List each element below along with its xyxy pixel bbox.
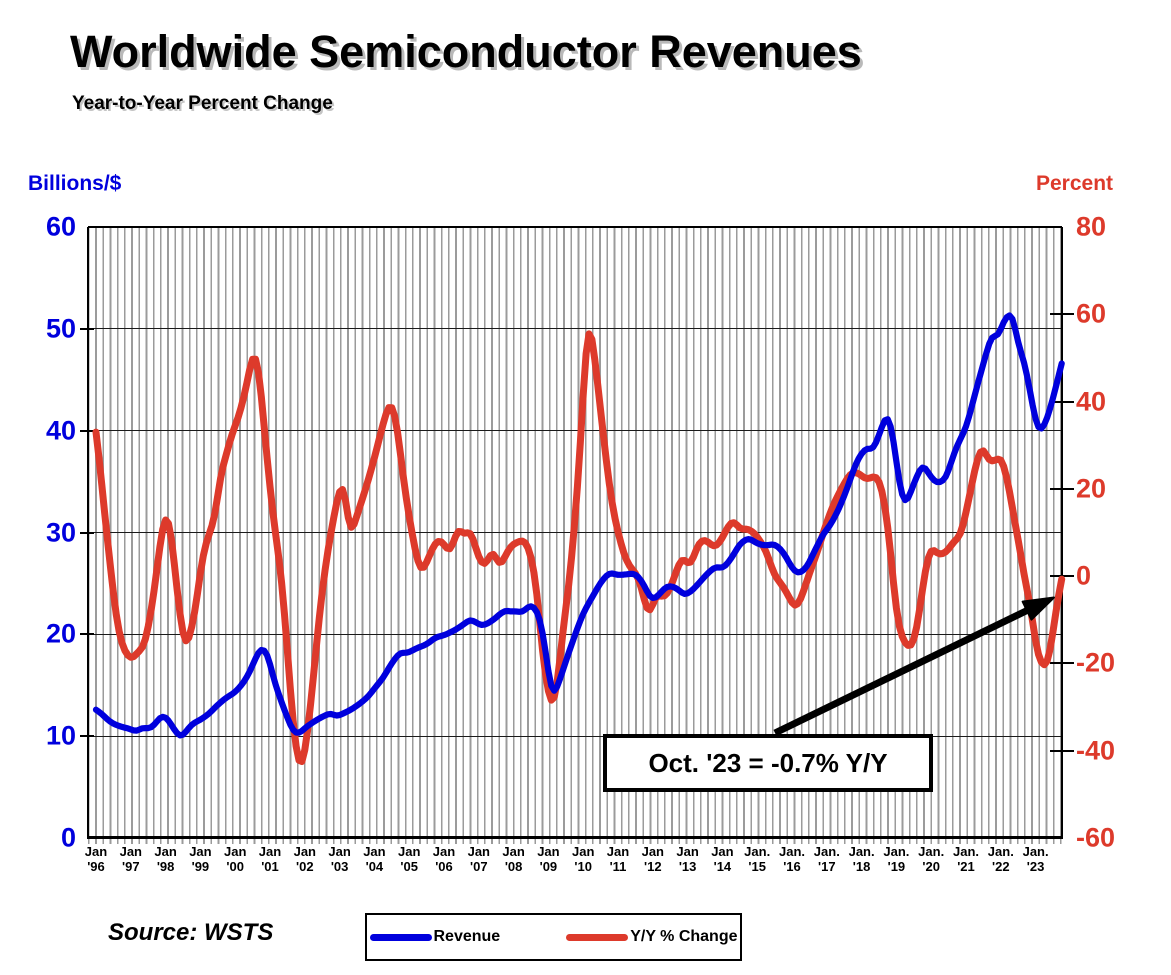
- left-axis-tick: [80, 429, 94, 432]
- right-tick-label: -40: [1076, 735, 1116, 766]
- right-axis-caption: Percent: [1036, 172, 1114, 195]
- right-tick-label: -60: [1076, 822, 1116, 853]
- left-tick-label: 20: [45, 618, 76, 649]
- page-title: Worldwide Semiconductor Revenues: [70, 26, 862, 77]
- gridline-h: [88, 735, 1062, 737]
- yoy-legend-swatch: [566, 933, 629, 941]
- left-axis-tick: [80, 633, 94, 636]
- left-tick-label: 10: [45, 720, 76, 751]
- x-tick-label: Jan '03: [328, 844, 351, 874]
- right-axis-line: [1061, 227, 1063, 839]
- right-tick-label: 0: [1076, 560, 1092, 591]
- source-text: Source: WSTS: [108, 919, 274, 946]
- yoy-percent-line: [92, 330, 1066, 765]
- x-tick-label: Jan '09: [537, 844, 560, 874]
- x-tick-label: Jan '99: [189, 844, 212, 874]
- x-tick-label: Jan. '23: [1022, 844, 1049, 874]
- x-tick-label: Jan '04: [363, 844, 386, 874]
- right-tick-label: -20: [1076, 647, 1116, 678]
- x-tick-label: Jan '14: [711, 844, 734, 874]
- x-axis-line: [88, 836, 1062, 839]
- right-tick-label: 20: [1076, 473, 1107, 504]
- left-tick-label: 0: [60, 822, 76, 853]
- x-tick-label: Jan. '16: [778, 844, 806, 874]
- right-axis-tick: [1050, 313, 1074, 316]
- right-axis-tick: [1050, 662, 1074, 665]
- left-axis-caption: Billions/$: [28, 172, 122, 195]
- legend-box: Revenue Y/Y % Change: [365, 913, 742, 961]
- x-tick-label: Jan '08: [502, 844, 525, 874]
- left-axis-tick: [80, 327, 94, 330]
- x-tick-label: Jan '12: [641, 844, 664, 874]
- x-tick-label: Jan. '18: [848, 844, 875, 874]
- plot-area: [80, 226, 1074, 844]
- x-tick-label: Jan '06: [432, 844, 456, 874]
- x-tick-label: Jan '10: [571, 844, 595, 874]
- x-tick-label: Jan '00: [223, 844, 247, 874]
- x-tick-label: Jan '96: [84, 844, 108, 874]
- x-tick-label: Jan '11: [606, 844, 630, 874]
- revenue-legend-swatch: [369, 933, 432, 941]
- left-tick-label: 60: [45, 211, 76, 242]
- yoy-legend-label: Y/Y % Change: [630, 928, 738, 945]
- x-tick-label: Jan '01: [258, 844, 282, 874]
- gridline-h: [88, 328, 1062, 330]
- right-tick-label: 80: [1076, 211, 1107, 242]
- callout-text: Oct. '23 = -0.7% Y/Y: [648, 747, 888, 778]
- page-subtitle: Year-to-Year Percent Change: [72, 93, 333, 114]
- x-tick-label: Jan. '21: [952, 844, 980, 874]
- x-tick-label: Jan '02: [293, 844, 316, 874]
- x-tick-label: Jan. '17: [813, 844, 840, 874]
- left-axis-tick: [80, 735, 94, 738]
- right-axis-tick: [1050, 400, 1074, 403]
- left-tick-label: 30: [45, 517, 76, 547]
- plot-frame-top: [88, 226, 1062, 228]
- right-tick-label: 40: [1076, 386, 1107, 417]
- x-tick-label: Jan. '20: [918, 844, 945, 874]
- left-axis-tick: [80, 531, 94, 534]
- x-tick-label: Jan. '22: [987, 844, 1014, 874]
- x-tick-label: Jan '13: [676, 844, 699, 874]
- x-tick-label: Jan '07: [467, 844, 490, 874]
- x-tick-label: Jan. '19: [883, 844, 910, 874]
- right-tick-label: 60: [1076, 298, 1107, 329]
- left-tick-label: 40: [45, 415, 76, 446]
- revenue-line: [92, 312, 1065, 739]
- right-axis-tick: [1050, 749, 1074, 752]
- x-tick-label: Jan. '15: [744, 844, 771, 874]
- x-tick-label: Jan '05: [397, 844, 421, 874]
- x-tick-label: Jan '97: [119, 844, 142, 874]
- x-tick-label: Jan '98: [154, 844, 177, 874]
- gridline-h: [88, 430, 1062, 432]
- callout-box: Oct. '23 = -0.7% Y/Y: [603, 734, 933, 792]
- left-tick-label: 50: [45, 313, 76, 344]
- revenue-legend-label: Revenue: [433, 928, 501, 945]
- right-axis-tick: [1050, 487, 1074, 490]
